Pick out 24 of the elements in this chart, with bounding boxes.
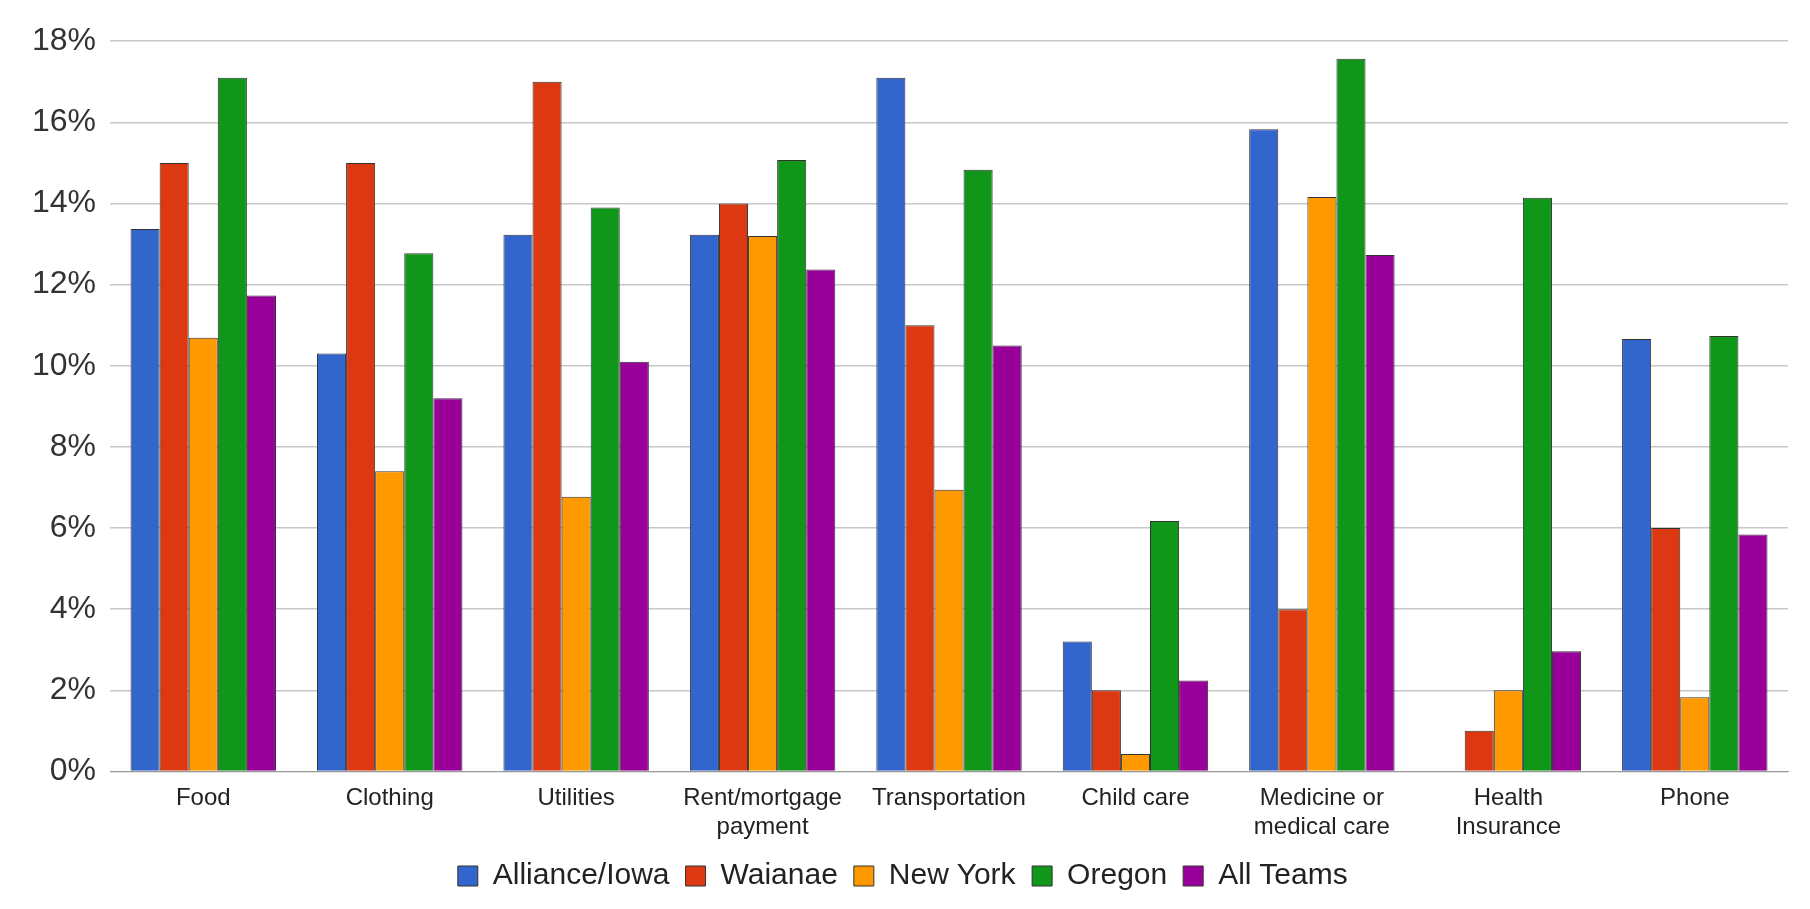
x-tick-label: Rent/mortgage payment <box>683 783 842 840</box>
y-tick-label: 4% <box>49 588 97 625</box>
y-tick-label: 10% <box>32 345 97 382</box>
y-tick-label: 2% <box>49 670 97 707</box>
x-tick-label: Food <box>175 783 231 811</box>
legend-label: New York <box>888 857 1017 891</box>
y-tick-label: 16% <box>32 102 97 139</box>
x-tick-label: Medicine or medical care <box>1253 783 1390 840</box>
x-tick-label: Utilities <box>537 783 615 811</box>
y-tick-label: 0% <box>49 751 97 788</box>
y-tick-label: 8% <box>49 426 97 463</box>
y-tick-label: 12% <box>32 264 97 301</box>
legend-label: Waianae <box>720 857 838 891</box>
legend-label: Alliance/Iowa <box>492 857 670 891</box>
x-tick-label: Clothing <box>345 783 434 811</box>
legend-label: Oregon <box>1067 857 1168 891</box>
x-tick-label: Transportation <box>872 783 1026 811</box>
legend-label: All Teams <box>1218 857 1348 891</box>
y-tick-label: 14% <box>32 183 97 220</box>
y-tick-label: 6% <box>49 507 97 544</box>
y-tick-label: 18% <box>32 21 97 58</box>
x-tick-label: Health Insurance <box>1455 783 1562 840</box>
x-tick-label: Child care <box>1081 783 1190 811</box>
x-tick-label: Phone <box>1660 783 1730 811</box>
